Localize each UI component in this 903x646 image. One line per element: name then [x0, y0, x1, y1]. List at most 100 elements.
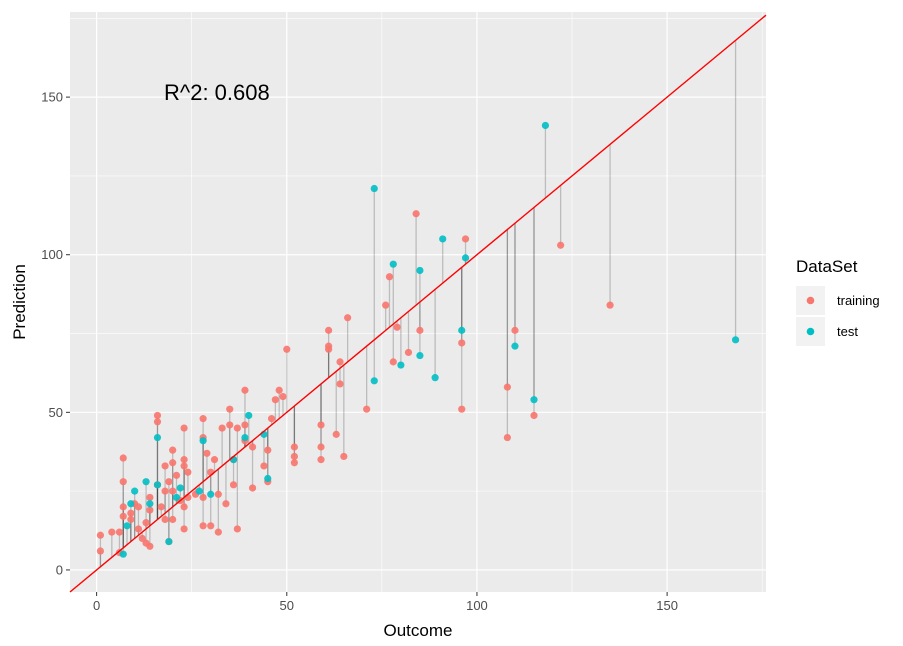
test-point	[207, 490, 215, 498]
training-point	[336, 358, 344, 366]
training-point	[119, 478, 127, 486]
training-point	[248, 484, 257, 492]
training-point	[119, 503, 127, 511]
test-point	[172, 493, 181, 502]
legend-label-test: test	[837, 324, 858, 339]
training-point	[169, 446, 177, 454]
training-point	[229, 481, 238, 489]
training-point	[161, 462, 169, 470]
y-axis: 0 50 100 150	[41, 90, 70, 577]
training-point	[336, 380, 344, 388]
training-point	[290, 452, 298, 461]
training-point	[180, 462, 188, 470]
x-tick-label: 0	[93, 598, 100, 613]
training-point	[267, 415, 276, 423]
training-point	[157, 503, 165, 511]
y-tick-label: 150	[41, 90, 63, 105]
x-tick-label: 50	[280, 598, 294, 613]
training-point	[404, 348, 413, 357]
training-point	[363, 405, 371, 413]
training-point	[606, 301, 614, 309]
training-point	[458, 339, 466, 347]
training-point	[134, 525, 143, 533]
test-point	[199, 437, 207, 445]
training-point	[169, 487, 177, 495]
training-point	[226, 405, 234, 413]
test-point	[153, 481, 162, 489]
test-point	[195, 487, 203, 495]
identity-line	[69, 14, 767, 593]
test-point	[461, 254, 470, 262]
training-point	[530, 411, 538, 420]
training-point	[146, 493, 154, 502]
test-point	[416, 266, 424, 275]
test-point	[123, 522, 131, 530]
grid-minor	[70, 12, 766, 592]
training-point	[142, 519, 150, 527]
training-point	[161, 487, 169, 495]
test-point	[142, 478, 150, 486]
training-point	[290, 443, 298, 451]
training-point	[385, 273, 394, 281]
y-tick-label: 50	[49, 405, 63, 420]
training-point	[325, 345, 333, 353]
training-point	[134, 503, 143, 511]
training-point	[96, 531, 105, 539]
data-points	[96, 121, 740, 558]
test-point	[146, 500, 154, 508]
training-point	[382, 301, 390, 309]
test-point	[119, 550, 127, 558]
training-point	[557, 241, 565, 249]
training-point	[169, 459, 177, 467]
training-point	[241, 386, 249, 394]
x-axis-title: Outcome	[384, 621, 453, 640]
training-point	[153, 411, 162, 420]
training-point	[180, 503, 188, 511]
training-point	[248, 443, 257, 451]
training-point	[279, 392, 287, 401]
test-point	[530, 396, 538, 404]
training-point	[290, 459, 298, 467]
training-point	[207, 522, 215, 530]
training-point	[241, 421, 249, 429]
legend-symbol-training	[806, 296, 815, 305]
training-point	[461, 235, 470, 243]
training-point	[214, 528, 222, 536]
training-point	[340, 452, 348, 461]
training-point	[119, 454, 127, 462]
training-point	[127, 509, 135, 517]
y-tick-label: 0	[56, 562, 63, 577]
training-point	[172, 471, 181, 479]
training-point	[503, 383, 511, 391]
training-point	[283, 345, 291, 353]
test-point	[731, 336, 740, 344]
test-point	[397, 361, 405, 369]
training-point	[180, 424, 188, 432]
training-point	[184, 468, 192, 476]
training-point	[199, 493, 207, 502]
test-point	[264, 474, 272, 483]
test-point	[131, 487, 139, 495]
x-tick-label: 100	[466, 598, 488, 613]
training-point	[119, 512, 127, 520]
training-point	[108, 528, 116, 536]
training-point	[511, 326, 519, 334]
training-point	[169, 515, 177, 524]
reference-line	[69, 14, 767, 593]
r-squared-annotation: R^2: 0.608	[164, 80, 270, 105]
training-point	[222, 500, 230, 508]
legend: DataSet training test	[796, 257, 880, 346]
training-point	[275, 386, 283, 394]
y-axis-title: Prediction	[10, 264, 29, 340]
training-point	[127, 515, 135, 524]
legend-symbol-test	[806, 327, 815, 336]
training-point	[332, 430, 340, 438]
training-point	[271, 396, 279, 404]
test-point	[370, 184, 378, 193]
training-point	[317, 456, 325, 464]
training-point	[260, 462, 268, 470]
training-point	[210, 456, 219, 464]
training-point	[214, 490, 222, 498]
x-tick-label: 150	[656, 598, 678, 613]
